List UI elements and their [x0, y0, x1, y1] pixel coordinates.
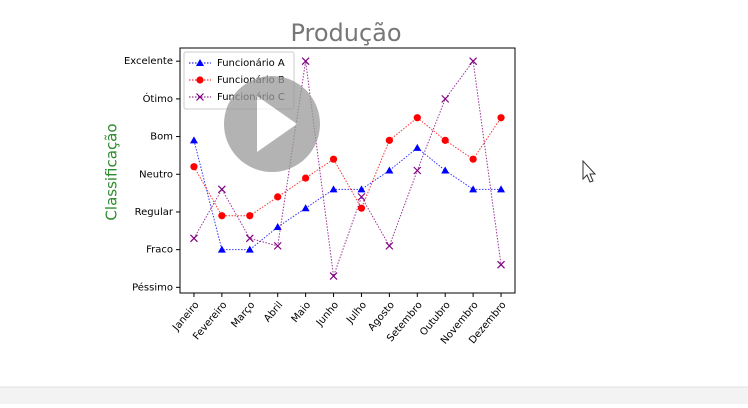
y-tick-label: Excelente	[124, 56, 173, 67]
marker	[413, 114, 421, 122]
x-tick-label: Maio	[290, 300, 314, 325]
marker	[273, 223, 282, 231]
y-tick-label: Bom	[150, 132, 173, 143]
marker	[413, 166, 422, 175]
plot: Péssimo Fraco Regular Neutro Bom Ótimo Excelen…	[124, 47, 516, 347]
marker	[196, 59, 204, 66]
marker	[273, 241, 282, 250]
marker	[190, 234, 198, 243]
y-axis-label: Classificação	[103, 123, 121, 220]
x-tick-label: Março	[230, 300, 258, 330]
marker	[301, 57, 310, 66]
marker	[357, 204, 366, 212]
series-line	[193, 59, 502, 277]
marker	[246, 212, 254, 220]
marker	[385, 166, 394, 174]
series-line	[193, 117, 502, 217]
plot-frame	[179, 47, 516, 294]
play-icon[interactable]	[257, 96, 297, 152]
marker	[218, 212, 226, 220]
marker	[441, 94, 450, 103]
marker	[245, 245, 254, 253]
marker	[469, 185, 478, 193]
marker	[441, 136, 449, 144]
play-button[interactable]	[224, 76, 320, 172]
marker	[329, 155, 338, 163]
y-tick-label: Regular	[135, 207, 174, 218]
x-tick-label: Abril	[262, 300, 285, 325]
marker	[497, 260, 505, 269]
marker	[497, 185, 506, 193]
marker	[469, 57, 478, 66]
legend-label: Funcionário A	[217, 57, 285, 69]
marker	[274, 193, 282, 201]
player-bar	[0, 387, 748, 404]
marker	[385, 241, 394, 250]
marker	[497, 114, 505, 122]
marker	[196, 76, 204, 84]
marker	[301, 204, 310, 212]
marker	[245, 234, 254, 243]
marker	[217, 245, 226, 253]
series-line	[193, 140, 502, 251]
marker	[441, 166, 450, 174]
marker	[302, 174, 310, 182]
chart-title: Produção	[290, 19, 401, 47]
y-tick-label: Ótimo	[143, 92, 173, 105]
marker	[329, 272, 338, 280]
marker	[217, 185, 226, 194]
marker	[357, 185, 366, 193]
marker	[329, 185, 338, 193]
marker	[413, 143, 422, 151]
marker	[357, 192, 366, 201]
x-tick-label: Julho	[344, 300, 369, 327]
marker	[196, 93, 204, 101]
marker	[189, 136, 198, 144]
marker	[385, 136, 393, 144]
cursor	[582, 159, 597, 183]
x-tick-label: Junho	[314, 300, 341, 329]
marker	[469, 155, 477, 163]
y-tick-label: Fraco	[146, 245, 173, 256]
y-tick-label: Neutro	[139, 169, 173, 180]
marker	[190, 163, 198, 171]
y-tick-label: Péssimo	[132, 281, 173, 293]
